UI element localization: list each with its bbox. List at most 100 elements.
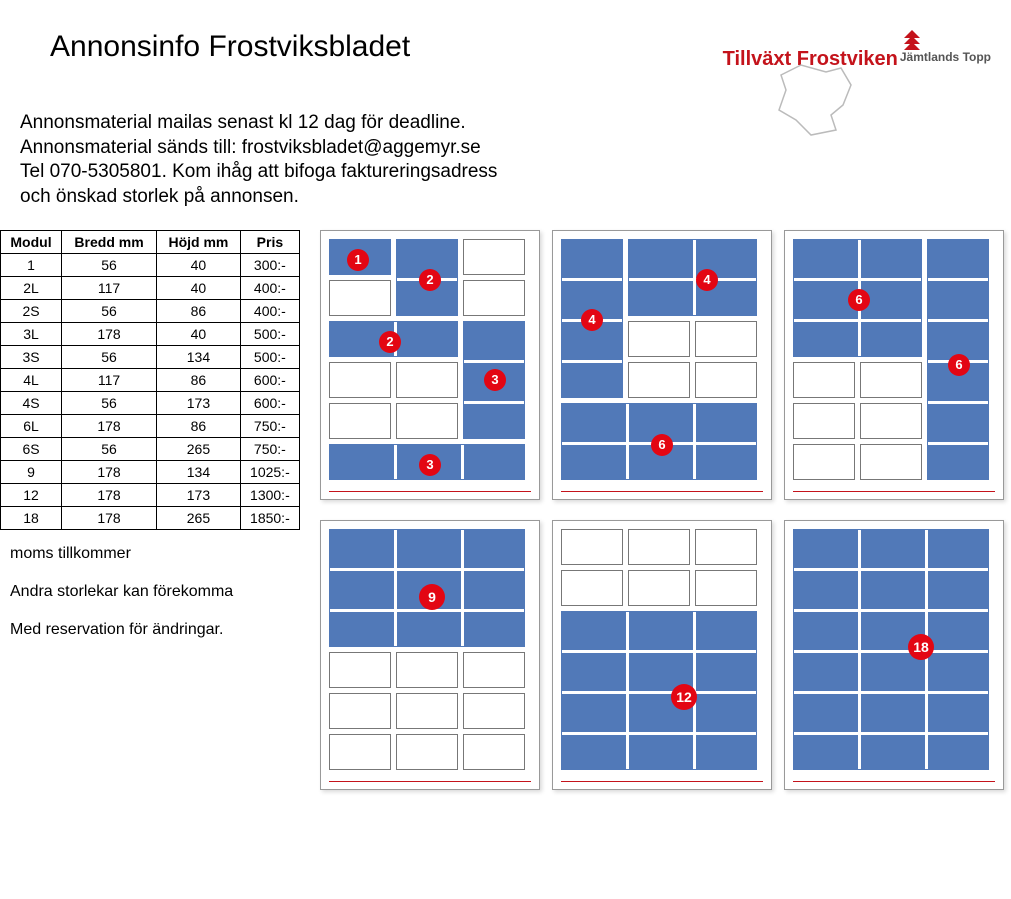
table-cell: 134	[157, 460, 241, 483]
ad-slot-empty	[329, 693, 391, 729]
table-cell: 56	[62, 345, 157, 368]
ad-slot-filled	[628, 239, 757, 316]
ad-slot-empty	[329, 403, 391, 439]
ad-slot-empty	[463, 239, 525, 275]
table-cell: 117	[62, 276, 157, 299]
table-cell: 56	[62, 253, 157, 276]
table-cell: 265	[157, 437, 241, 460]
table-cell: 86	[157, 368, 241, 391]
module-badge: 6	[848, 289, 870, 311]
table-cell: 117	[62, 368, 157, 391]
table-cell: 500:-	[240, 345, 299, 368]
table-cell: 40	[157, 253, 241, 276]
table-row: 3L17840500:-	[1, 322, 300, 345]
table-header: Bredd mm	[62, 230, 157, 253]
map-outline-icon	[771, 60, 861, 140]
table-row: 2L11740400:-	[1, 276, 300, 299]
layout-page: 4 4 6	[552, 230, 772, 500]
table-cell: 750:-	[240, 414, 299, 437]
table-cell: 400:-	[240, 276, 299, 299]
pricing-table: ModulBredd mmHöjd mmPris 15640300:-2L117…	[0, 230, 300, 530]
note-reserve: Med reservation för ändringar.	[10, 621, 295, 639]
table-row: 6S56265750:-	[1, 437, 300, 460]
table-row: 3S56134500:-	[1, 345, 300, 368]
module-badge: 2	[419, 269, 441, 291]
layout-page: 18	[784, 520, 1004, 790]
table-header: Pris	[240, 230, 299, 253]
table-cell: 3S	[1, 345, 62, 368]
layout-diagrams: 122334466691218	[305, 230, 1011, 790]
ad-slot-empty	[561, 529, 623, 565]
table-row: 121781731300:-	[1, 483, 300, 506]
table-cell: 56	[62, 299, 157, 322]
ad-slot-empty	[396, 734, 458, 770]
ad-slot-empty	[561, 570, 623, 606]
layout-page: 66	[784, 230, 1004, 500]
module-badge: 3	[419, 454, 441, 476]
ad-slot-empty	[695, 362, 757, 398]
table-cell: 178	[62, 483, 157, 506]
ad-slot-empty	[329, 362, 391, 398]
table-cell: 56	[62, 391, 157, 414]
table-cell: 56	[62, 437, 157, 460]
ad-slot-empty	[463, 652, 525, 688]
table-cell: 173	[157, 483, 241, 506]
table-cell: 1850:-	[240, 506, 299, 529]
module-badge: 4	[581, 309, 603, 331]
table-cell: 1	[1, 253, 62, 276]
table-cell: 1300:-	[240, 483, 299, 506]
ad-slot-empty	[396, 362, 458, 398]
ad-slot-empty	[396, 403, 458, 439]
ad-slot-empty	[628, 321, 690, 357]
ad-slot-filled	[793, 529, 989, 770]
table-cell: 600:-	[240, 368, 299, 391]
logo-sub: Jämtlands Topp	[900, 50, 991, 64]
module-badge: 18	[908, 634, 934, 660]
ad-slot-empty	[793, 362, 855, 398]
module-badge: 6	[948, 354, 970, 376]
table-cell: 173	[157, 391, 241, 414]
ad-slot-filled	[561, 611, 757, 770]
table-cell: 2L	[1, 276, 62, 299]
ad-slot-empty	[463, 734, 525, 770]
ad-slot-empty	[860, 444, 922, 480]
table-header: Modul	[1, 230, 62, 253]
ad-slot-empty	[463, 693, 525, 729]
table-cell: 178	[62, 322, 157, 345]
logo-icon	[900, 30, 924, 50]
table-cell: 265	[157, 506, 241, 529]
intro-line: och önskad storlek på annonsen.	[20, 185, 991, 210]
ad-slot-empty	[628, 362, 690, 398]
module-badge: 4	[696, 269, 718, 291]
ad-slot-empty	[860, 362, 922, 398]
table-cell: 3L	[1, 322, 62, 345]
module-badge: 1	[347, 249, 369, 271]
ad-slot-empty	[793, 444, 855, 480]
note-other: Andra storlekar kan förekomma	[10, 583, 295, 601]
layout-page: 12	[552, 520, 772, 790]
ad-slot-empty	[329, 280, 391, 316]
table-row: 2S5686400:-	[1, 299, 300, 322]
table-cell: 86	[157, 414, 241, 437]
module-badge: 2	[379, 331, 401, 353]
table-cell: 6S	[1, 437, 62, 460]
table-row: 181782651850:-	[1, 506, 300, 529]
table-cell: 400:-	[240, 299, 299, 322]
ad-slot-empty	[396, 693, 458, 729]
ad-slot-empty	[628, 570, 690, 606]
module-badge: 6	[651, 434, 673, 456]
module-badge: 3	[484, 369, 506, 391]
table-row: 91781341025:-	[1, 460, 300, 483]
table-cell: 4L	[1, 368, 62, 391]
table-cell: 500:-	[240, 322, 299, 345]
table-cell: 9	[1, 460, 62, 483]
ad-slot-empty	[860, 403, 922, 439]
table-cell: 4S	[1, 391, 62, 414]
table-cell: 40	[157, 322, 241, 345]
intro-line: Tel 070-5305801. Kom ihåg att bifoga fak…	[20, 160, 991, 185]
module-badge: 9	[419, 584, 445, 610]
table-cell: 600:-	[240, 391, 299, 414]
table-cell: 300:-	[240, 253, 299, 276]
table-cell: 178	[62, 460, 157, 483]
table-row: 15640300:-	[1, 253, 300, 276]
